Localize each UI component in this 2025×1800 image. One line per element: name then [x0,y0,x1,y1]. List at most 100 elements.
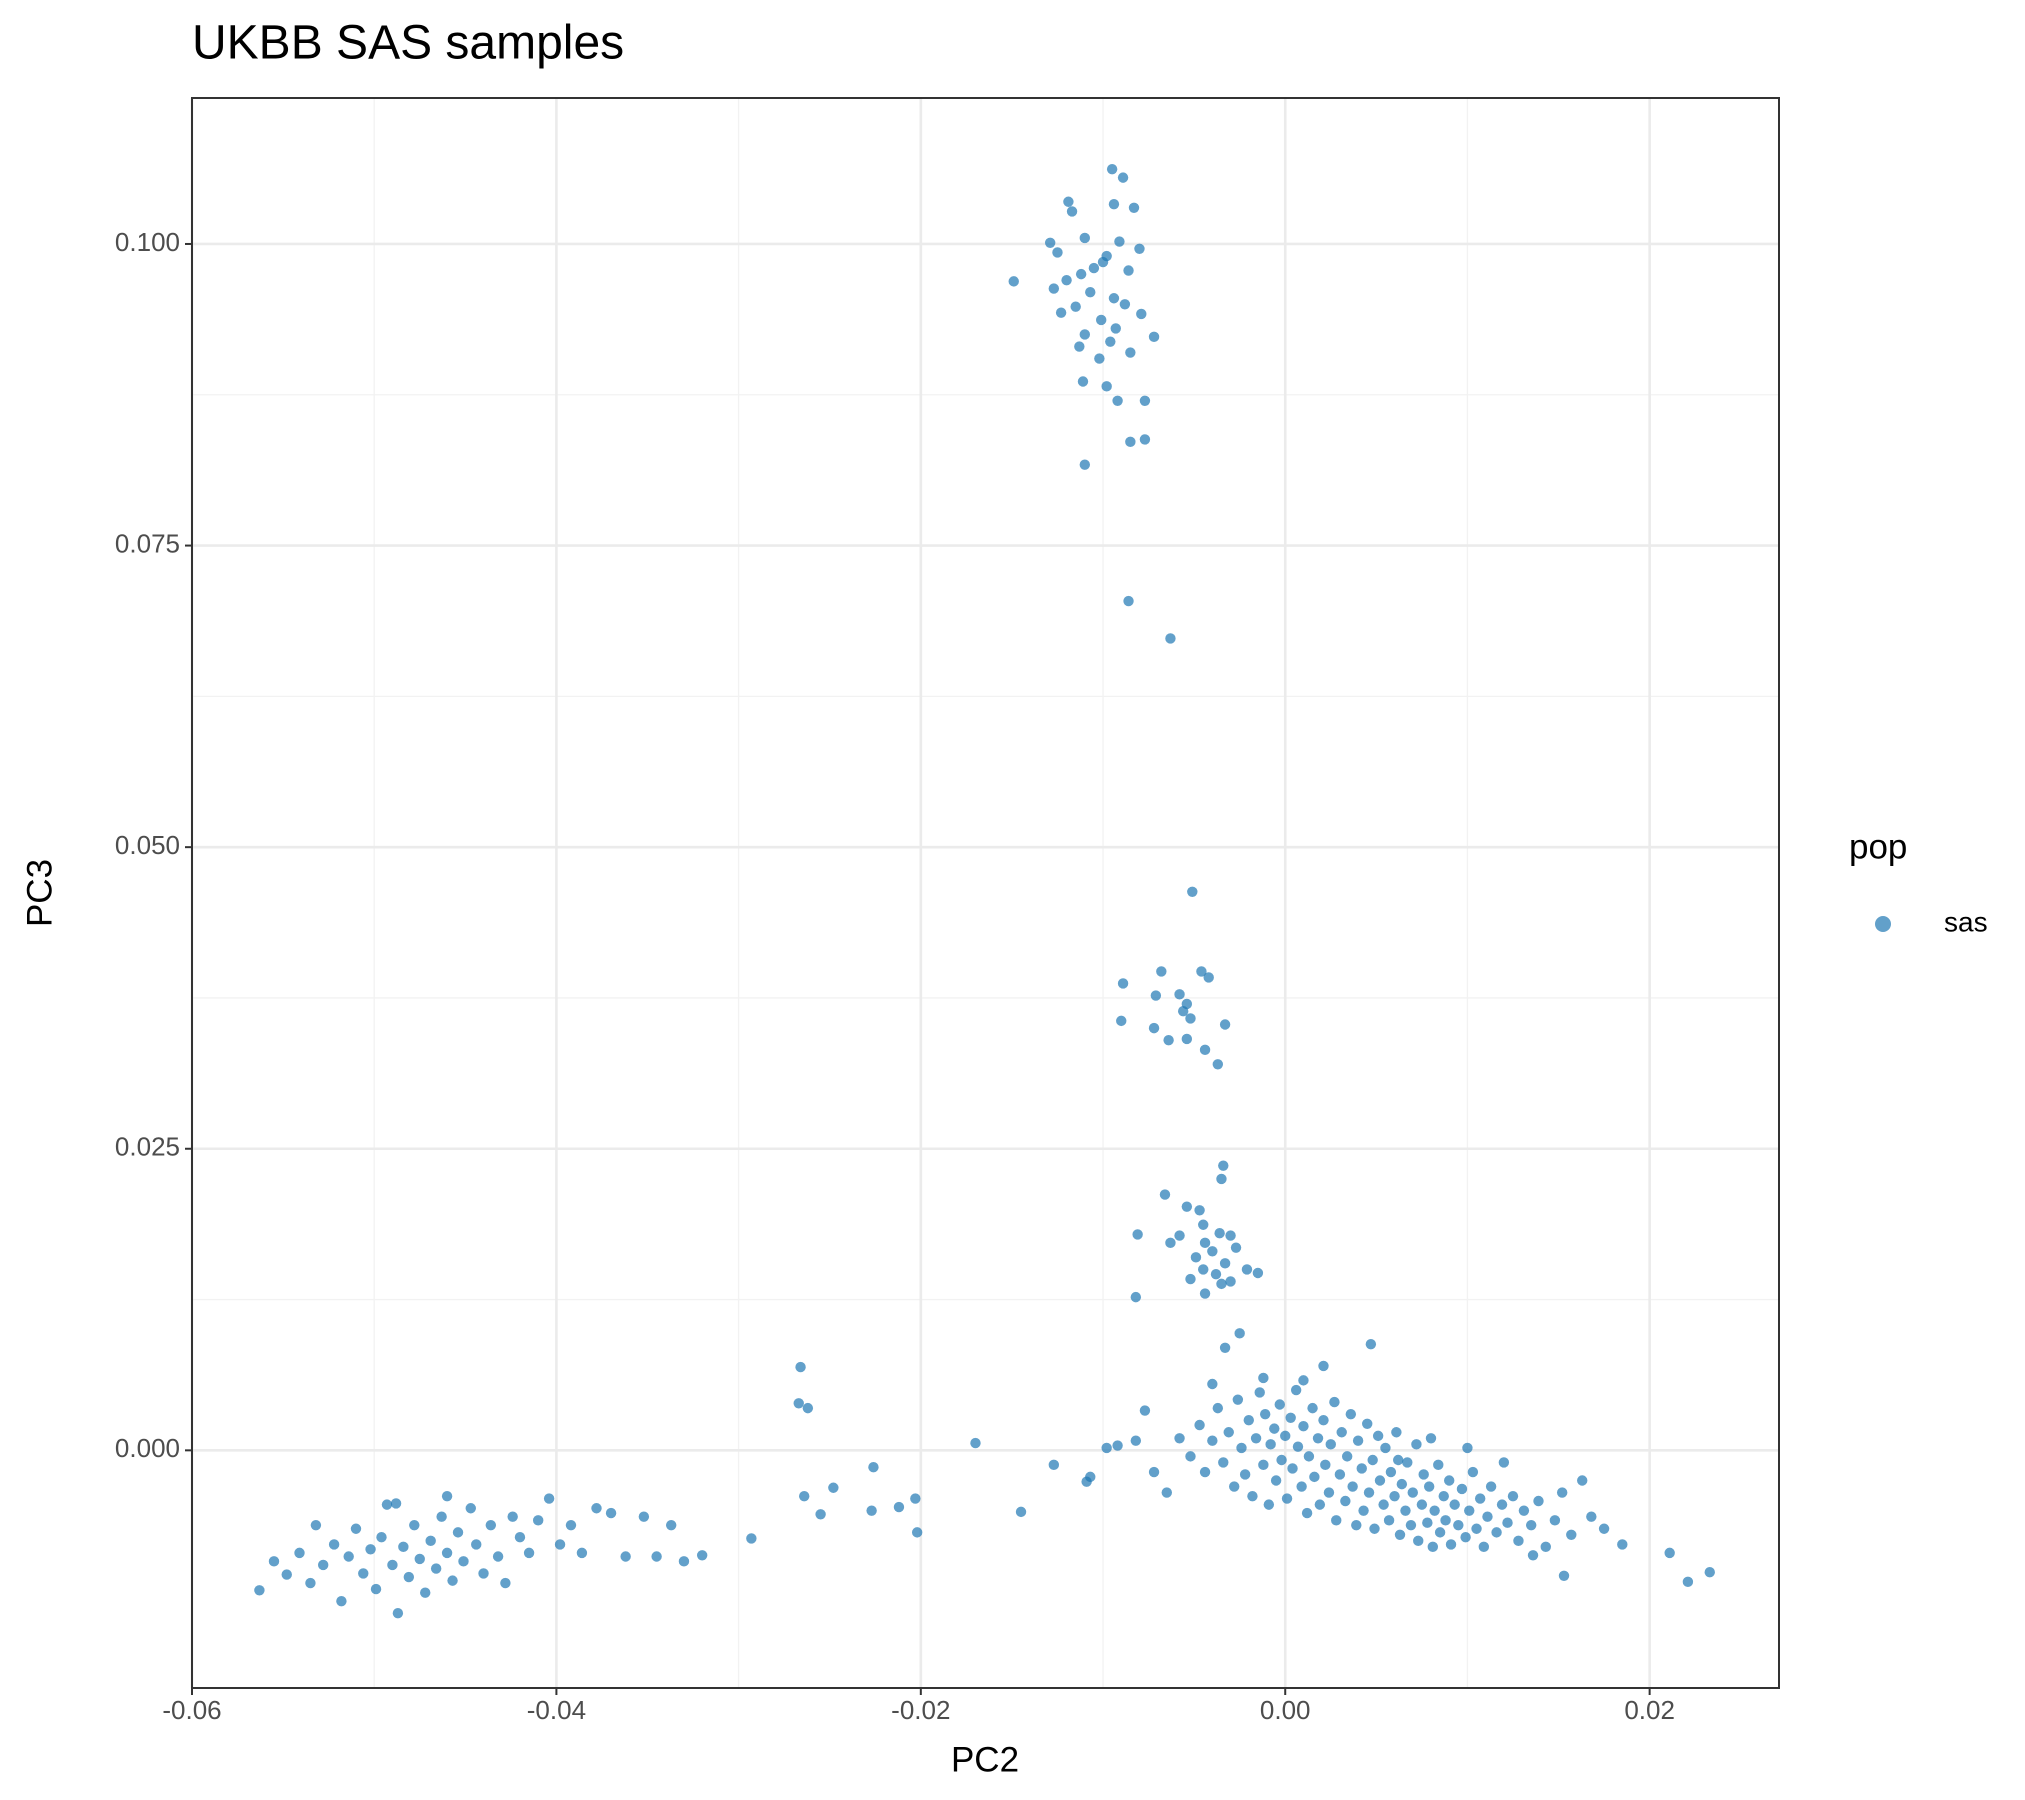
point [403,1571,415,1583]
point [1148,1466,1160,1478]
point [1190,1252,1202,1263]
point [1259,1408,1271,1420]
point [1474,1493,1486,1504]
point [1345,1408,1357,1420]
x-tick-label: -0.04 [527,1695,586,1725]
point [1052,247,1063,258]
point [1438,1490,1449,1502]
point [254,1585,265,1596]
point [458,1556,469,1567]
point [1181,1033,1193,1045]
y-tick-label: 0.075 [115,528,180,558]
x-tick-label: -0.02 [891,1695,950,1725]
point [1187,886,1198,897]
point [1185,1451,1196,1462]
point [1325,1439,1336,1450]
x-tick-label: 0.02 [1624,1695,1675,1725]
point [1070,301,1081,312]
point [576,1547,588,1559]
point [1320,1459,1331,1471]
point [317,1559,329,1571]
point [1199,1288,1211,1299]
point [1351,1519,1362,1531]
y-tick-label: 0.000 [115,1433,180,1463]
point [1234,1328,1245,1339]
point [620,1551,631,1562]
point [1391,1427,1402,1438]
point [1218,1160,1229,1171]
point [651,1551,662,1562]
point [1136,308,1147,320]
point [565,1519,577,1531]
point [1292,1441,1304,1452]
point [1148,1022,1160,1034]
point [793,1398,804,1409]
point [665,1519,677,1531]
point [1075,268,1087,280]
point [281,1569,292,1580]
point [1400,1505,1411,1516]
point [1540,1541,1551,1553]
legend-marker [1875,916,1891,932]
point [1329,1396,1340,1408]
point [310,1519,322,1531]
point [336,1595,347,1607]
point [1526,1519,1537,1531]
point [1247,1490,1258,1502]
point [1077,376,1089,387]
point [1101,1442,1112,1454]
point [1085,287,1096,298]
point [866,1505,877,1516]
point [414,1553,425,1565]
y-tick-label: 0.100 [115,227,180,257]
point [1198,1219,1209,1230]
point [1374,1475,1386,1486]
point [1194,1205,1205,1216]
point [1385,1466,1397,1478]
point [500,1577,511,1589]
y-tick-label: 0.050 [115,830,180,860]
point [1407,1487,1418,1498]
point [1460,1532,1471,1543]
point [1347,1481,1358,1492]
point [1518,1505,1530,1516]
point [1250,1433,1262,1444]
point [1216,1278,1227,1290]
point [1464,1505,1475,1516]
point [1207,1378,1218,1390]
point [328,1539,340,1550]
point [1485,1481,1497,1492]
legend-label: sas [1944,906,1988,937]
point [1380,1442,1391,1454]
point [1095,314,1107,326]
point [1378,1499,1389,1510]
point [1088,262,1100,274]
point [911,1527,923,1538]
point [358,1568,369,1579]
point [1150,990,1162,1001]
point [868,1462,879,1473]
point [1362,1418,1373,1430]
point [1101,381,1112,392]
point [1425,1433,1437,1444]
point [591,1503,602,1514]
point [1044,237,1056,248]
point [441,1547,453,1559]
point [1119,299,1131,310]
point [1199,1044,1211,1056]
point [1363,1487,1375,1498]
point [1165,1237,1176,1249]
point [532,1515,544,1526]
point [370,1583,382,1595]
point [1203,972,1214,983]
point [1434,1527,1446,1538]
point [1336,1427,1347,1438]
point [1219,1019,1231,1030]
point [1161,1487,1172,1498]
point [1207,1435,1218,1446]
point [420,1587,431,1598]
point [430,1563,442,1574]
point [1549,1515,1561,1526]
point [1285,1412,1296,1423]
point [1445,1539,1457,1550]
